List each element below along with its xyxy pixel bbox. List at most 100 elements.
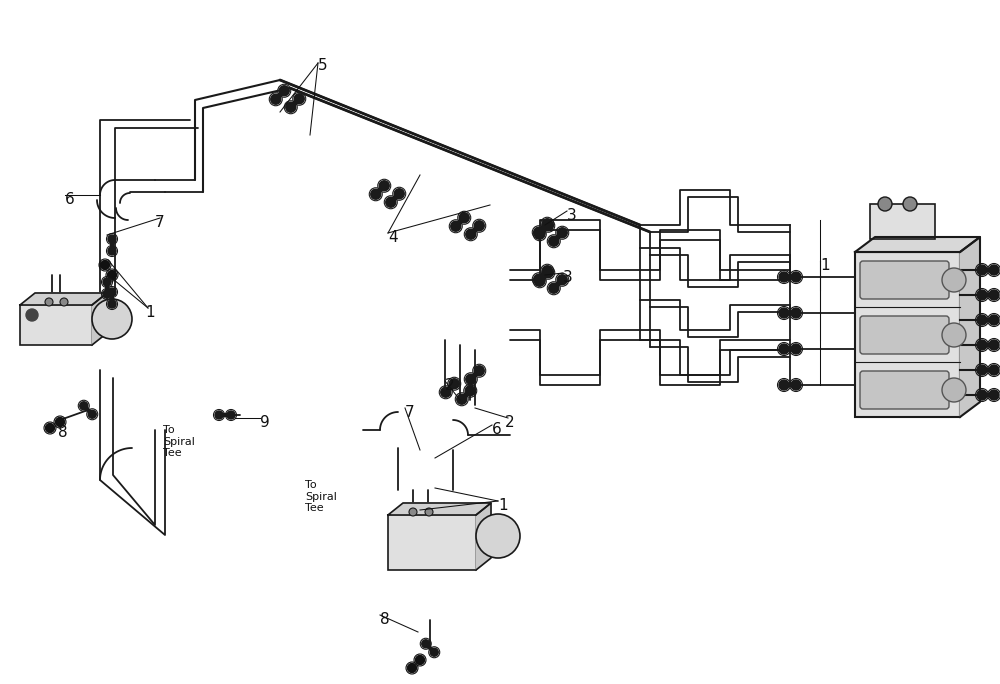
Circle shape (100, 261, 110, 269)
Text: 2: 2 (445, 378, 455, 393)
Text: 9: 9 (260, 415, 270, 430)
Circle shape (542, 266, 552, 276)
Bar (870, 204, 935, 239)
Circle shape (474, 366, 484, 376)
Circle shape (441, 387, 451, 397)
Text: 4: 4 (388, 230, 398, 245)
Polygon shape (92, 293, 107, 345)
Circle shape (46, 423, 54, 432)
Circle shape (466, 374, 476, 384)
Circle shape (942, 323, 966, 347)
Text: 3: 3 (563, 270, 573, 285)
Circle shape (271, 94, 281, 104)
Text: 7: 7 (155, 215, 165, 230)
Circle shape (977, 390, 987, 400)
Circle shape (476, 514, 520, 558)
Circle shape (56, 417, 64, 427)
Circle shape (989, 390, 999, 400)
Circle shape (878, 197, 892, 211)
Circle shape (386, 197, 396, 207)
Bar (388, 515, 476, 570)
Circle shape (457, 394, 467, 404)
Circle shape (534, 274, 544, 285)
Circle shape (449, 379, 459, 389)
Circle shape (942, 268, 966, 292)
Circle shape (108, 300, 116, 308)
Circle shape (989, 290, 999, 300)
Circle shape (286, 102, 296, 112)
Text: 6: 6 (65, 192, 75, 207)
Circle shape (45, 298, 53, 306)
Polygon shape (20, 293, 107, 305)
Circle shape (989, 340, 999, 350)
Text: 3: 3 (567, 208, 577, 223)
Circle shape (977, 340, 987, 350)
Circle shape (425, 508, 433, 516)
Circle shape (215, 411, 223, 419)
Bar (855, 252, 960, 417)
Text: 1: 1 (498, 498, 508, 513)
Text: 1: 1 (145, 305, 155, 320)
Circle shape (465, 386, 475, 396)
Circle shape (474, 221, 484, 231)
Circle shape (989, 315, 999, 325)
Circle shape (989, 365, 999, 375)
Circle shape (451, 221, 461, 231)
Polygon shape (476, 503, 491, 570)
Circle shape (779, 344, 789, 354)
Circle shape (103, 290, 111, 298)
Text: 7: 7 (405, 405, 415, 420)
Text: 1: 1 (820, 258, 830, 273)
Circle shape (394, 189, 404, 199)
Circle shape (779, 308, 789, 318)
Circle shape (977, 265, 987, 275)
Circle shape (422, 640, 430, 648)
Circle shape (108, 288, 116, 296)
FancyBboxPatch shape (860, 371, 949, 409)
Circle shape (942, 378, 966, 402)
Text: 8: 8 (58, 425, 68, 440)
Circle shape (534, 227, 544, 237)
Circle shape (977, 290, 987, 300)
Circle shape (294, 94, 304, 104)
Circle shape (779, 380, 789, 390)
Circle shape (549, 283, 559, 293)
Text: 2: 2 (505, 415, 515, 430)
Circle shape (103, 278, 111, 286)
Circle shape (371, 189, 381, 199)
Circle shape (791, 344, 801, 354)
Circle shape (791, 308, 801, 318)
Polygon shape (388, 503, 491, 515)
Circle shape (409, 508, 417, 516)
Circle shape (791, 380, 801, 390)
Circle shape (779, 272, 789, 282)
Circle shape (977, 365, 987, 375)
Circle shape (430, 648, 438, 656)
Circle shape (903, 197, 917, 211)
Circle shape (535, 229, 545, 239)
FancyBboxPatch shape (860, 261, 949, 299)
Text: 5: 5 (318, 58, 328, 73)
Circle shape (543, 221, 553, 231)
Text: 6: 6 (492, 422, 502, 437)
Circle shape (557, 275, 567, 285)
FancyBboxPatch shape (860, 316, 949, 354)
Circle shape (92, 299, 132, 339)
Text: To
Spiral
Tee: To Spiral Tee (305, 480, 337, 513)
Circle shape (88, 410, 96, 418)
Circle shape (379, 181, 389, 191)
Circle shape (791, 272, 801, 282)
Circle shape (108, 235, 116, 243)
Polygon shape (960, 237, 980, 417)
Circle shape (549, 236, 559, 246)
Circle shape (543, 267, 553, 278)
Circle shape (557, 228, 567, 238)
Circle shape (989, 265, 999, 275)
Circle shape (466, 229, 476, 239)
Polygon shape (855, 237, 980, 252)
Circle shape (977, 315, 987, 325)
Text: To
Spiral
Tee: To Spiral Tee (163, 425, 195, 458)
Text: 8: 8 (380, 612, 390, 627)
Circle shape (60, 298, 68, 306)
Circle shape (227, 411, 235, 419)
